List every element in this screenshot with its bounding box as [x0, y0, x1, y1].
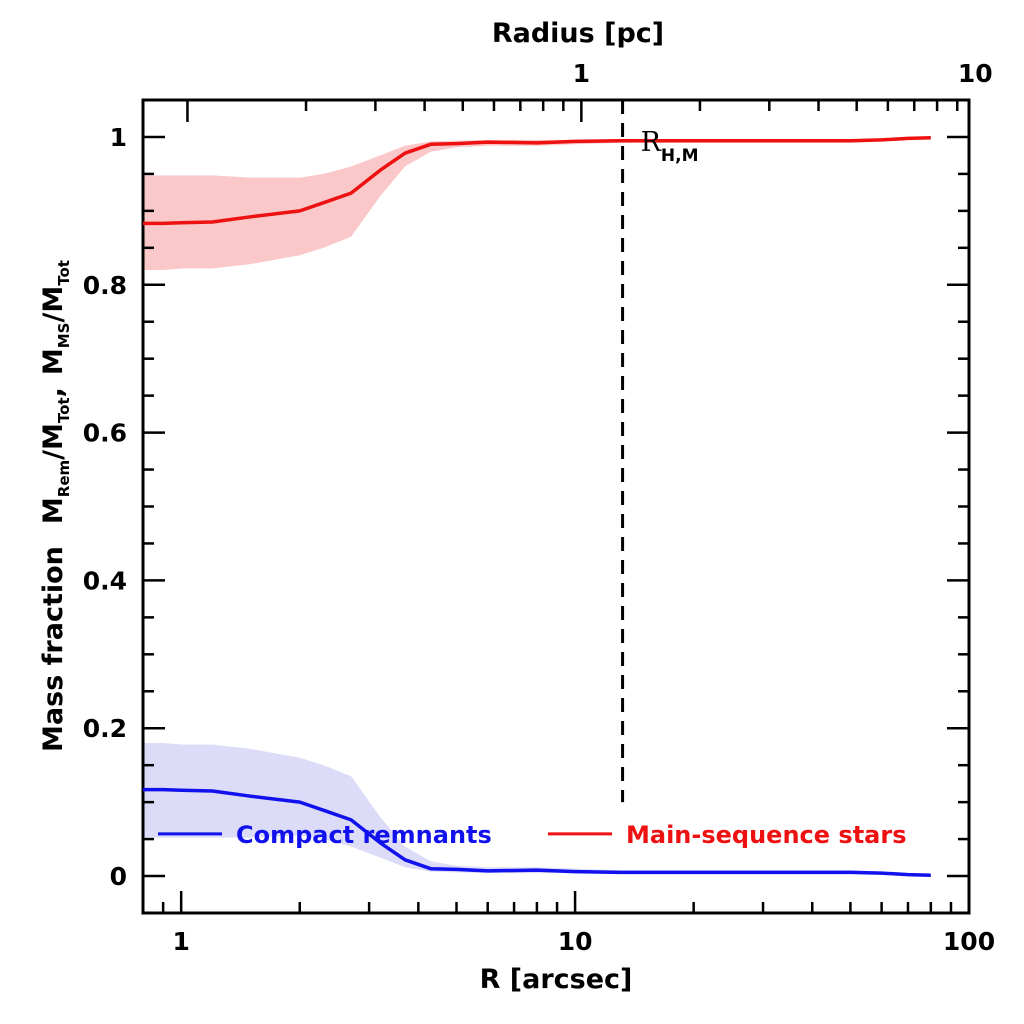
y-title-sub1: Rem [55, 460, 73, 497]
y-tick-label: 0.6 [83, 419, 127, 448]
x-tick-label: 10 [558, 927, 593, 956]
uncertainty-bands [143, 137, 931, 876]
y-tick-label: 0.2 [83, 714, 127, 743]
y-title-sub3: MS [55, 323, 73, 349]
series-lines [143, 135, 931, 878]
y-title-m4: M [38, 286, 69, 313]
y-tick-label: 1 [110, 123, 127, 152]
x2-axis-title: Radius [pc] [492, 18, 664, 49]
y-tick-label: 0 [110, 862, 127, 891]
x-tick-labels: 1 10 100 [172, 927, 995, 956]
y-title-slash2: / [38, 313, 69, 323]
y-title-comma: , [38, 387, 69, 397]
annotation-main: R [641, 127, 662, 158]
y-tick-label: 0.4 [83, 566, 127, 595]
x-axis-title: R [arcsec] [480, 964, 633, 995]
band-series-0 [143, 743, 931, 876]
y-tick-label: 0.8 [83, 271, 127, 300]
y-tick-labels: 0 0.2 0.4 0.6 0.8 1 [83, 123, 127, 891]
y-title-prefix: Mass fraction [38, 546, 69, 752]
y-title-slash1: / [38, 450, 69, 460]
x-tick-label: 1 [172, 927, 189, 956]
band-series-1 [143, 137, 931, 270]
axis-ticks [141, 100, 971, 913]
annotation-subscript: H,M [661, 146, 699, 166]
legend-label-main-sequence: Main-sequence stars [626, 821, 906, 849]
line-series-0 [143, 787, 931, 878]
y-title-m1: M [38, 497, 69, 524]
y-axis-title: Mass fractionMRem/MTot,MMS/MTot [38, 260, 73, 752]
y-title-m3: M [38, 348, 69, 375]
y-title-sub4: Tot [55, 260, 73, 286]
half-mass-radius-annotation: RH,M [641, 127, 699, 166]
plot-frame [141, 98, 971, 915]
x-tick-label: 100 [943, 927, 995, 956]
legend-label-compact-remnants: Compact remnants [236, 821, 492, 849]
legend: Compact remnants Main-sequence stars [158, 821, 906, 849]
line-series-1 [143, 135, 931, 226]
x2-tick-label: 10 [958, 59, 993, 88]
x2-tick-label: 1 [573, 59, 590, 88]
x2-tick-labels: 1 10 [573, 59, 993, 88]
y-title-m2: M [38, 423, 69, 450]
y-title-sub2: Tot [55, 397, 73, 423]
